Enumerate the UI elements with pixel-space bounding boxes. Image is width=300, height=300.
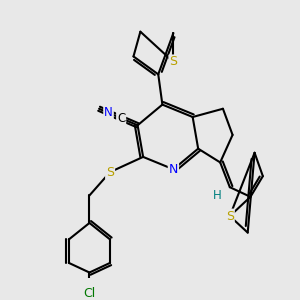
Text: S: S (226, 210, 234, 223)
Text: N: N (169, 163, 178, 176)
Text: S: S (169, 56, 177, 68)
Text: N: N (104, 106, 113, 119)
Text: Cl: Cl (83, 287, 96, 300)
Text: S: S (106, 166, 114, 178)
Text: H: H (213, 189, 222, 202)
Text: C: C (117, 112, 125, 125)
